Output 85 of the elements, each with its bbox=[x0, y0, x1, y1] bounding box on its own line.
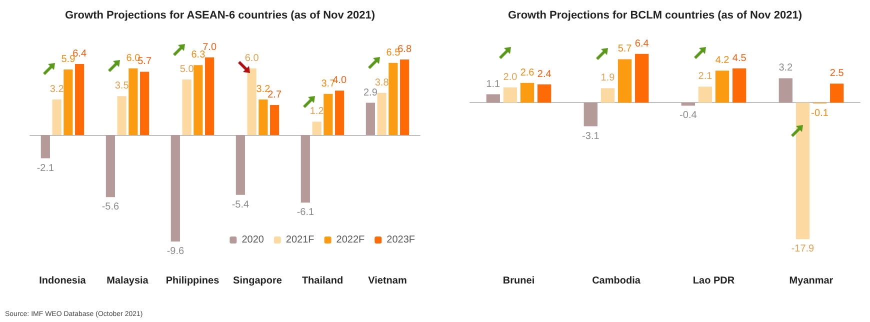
legend-label: 2021F bbox=[286, 234, 314, 246]
bar bbox=[205, 57, 214, 135]
bar bbox=[584, 102, 598, 126]
x-tick-label: Vietnam bbox=[368, 276, 407, 286]
data-label: 5.7 bbox=[618, 44, 632, 55]
data-label: 6.3 bbox=[191, 50, 206, 61]
data-label: -5.6 bbox=[102, 202, 120, 213]
chart-title: Growth Projections for ASEAN-6 countries (as of Nov 2021) bbox=[64, 10, 376, 22]
bar bbox=[52, 99, 62, 135]
data-label: 6.4 bbox=[634, 38, 650, 50]
data-label: -9.6 bbox=[166, 246, 184, 257]
data-label: -17.9 bbox=[791, 244, 815, 255]
bar bbox=[778, 78, 792, 103]
bar bbox=[377, 92, 386, 135]
data-label: 5.0 bbox=[180, 64, 194, 76]
x-tick-label: Brunei bbox=[502, 276, 535, 286]
data-label: 3.2 bbox=[778, 62, 794, 74]
data-label: 2.0 bbox=[503, 72, 518, 83]
bar bbox=[698, 86, 712, 103]
bar bbox=[258, 99, 268, 135]
bar bbox=[236, 134, 245, 195]
bar bbox=[170, 134, 180, 242]
bar bbox=[270, 105, 280, 135]
x-tick-label: Singapore bbox=[233, 276, 282, 286]
bar bbox=[520, 82, 534, 103]
data-label: 3.5 bbox=[114, 80, 130, 92]
legend-label: 2023F bbox=[386, 234, 416, 246]
bar bbox=[128, 68, 138, 135]
x-tick-label: Indonesia bbox=[39, 276, 86, 286]
bar bbox=[140, 72, 150, 135]
bar bbox=[324, 94, 333, 135]
bar bbox=[106, 134, 115, 198]
bar bbox=[75, 64, 84, 135]
data-label: -0.1 bbox=[811, 108, 829, 119]
data-label: 1.2 bbox=[310, 106, 324, 118]
data-label: 2.9 bbox=[363, 87, 378, 98]
bar bbox=[503, 87, 518, 103]
x-tick-label: Thailand bbox=[302, 276, 344, 286]
x-tick-label: Lao PDR bbox=[692, 276, 736, 286]
bar bbox=[486, 94, 500, 103]
data-label: -6.1 bbox=[296, 207, 314, 218]
bar bbox=[618, 59, 632, 103]
legend-label: 2020 bbox=[242, 234, 264, 246]
bar bbox=[64, 70, 73, 135]
data-label: 2.6 bbox=[520, 67, 535, 78]
x-tick-label: Cambodia bbox=[592, 276, 641, 286]
bar bbox=[40, 134, 50, 158]
bar bbox=[117, 96, 126, 135]
bar bbox=[538, 84, 552, 103]
bar bbox=[715, 70, 730, 103]
bar bbox=[300, 134, 310, 203]
chart-title: Growth Projections for BCLM countries (as of Nov 2021) bbox=[508, 10, 802, 22]
bar bbox=[312, 122, 322, 135]
data-label: 3.2 bbox=[50, 84, 64, 95]
data-label: 5.7 bbox=[138, 56, 152, 68]
x-tick-label: Philippines bbox=[166, 276, 220, 286]
data-label: 4.2 bbox=[715, 55, 730, 66]
bar bbox=[247, 68, 256, 135]
data-label: 5.9 bbox=[61, 54, 76, 66]
data-label: -5.4 bbox=[232, 199, 250, 210]
bar bbox=[194, 65, 203, 135]
data-label: 6.0 bbox=[244, 52, 260, 64]
bar bbox=[366, 102, 375, 135]
bar bbox=[681, 102, 695, 106]
x-tick-label: Malaysia bbox=[106, 276, 149, 286]
data-label: 1.9 bbox=[600, 72, 616, 84]
bar bbox=[635, 54, 649, 103]
bar bbox=[732, 68, 746, 103]
bar bbox=[335, 90, 344, 135]
data-label: 3.8 bbox=[374, 77, 390, 88]
bar bbox=[182, 80, 192, 135]
data-label: -0.4 bbox=[680, 110, 698, 122]
legend-label: 2022F bbox=[336, 234, 365, 246]
data-label: 4.5 bbox=[732, 52, 747, 64]
data-label: 2.1 bbox=[698, 71, 713, 82]
x-tick-label: Myanmar bbox=[789, 276, 834, 286]
data-label: 2.4 bbox=[537, 68, 552, 80]
bar bbox=[400, 60, 410, 135]
data-label: -3.1 bbox=[582, 130, 600, 142]
bar bbox=[388, 62, 398, 135]
data-label: -2.1 bbox=[36, 162, 54, 174]
bar bbox=[830, 84, 844, 103]
data-label: 1.1 bbox=[486, 78, 501, 90]
data-label: 2.5 bbox=[830, 68, 844, 80]
bar bbox=[600, 88, 615, 103]
